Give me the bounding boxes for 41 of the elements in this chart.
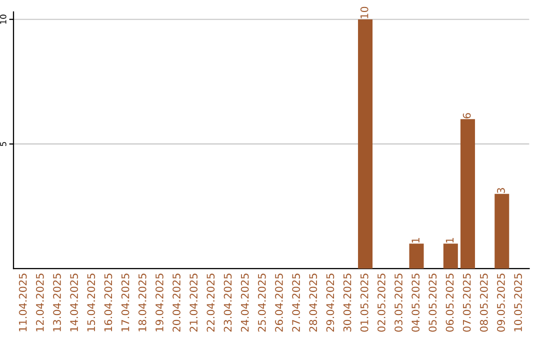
- x-tick-label: 07.05.2025: [462, 274, 471, 332]
- x-tick-label: 24.04.2025: [240, 274, 249, 332]
- x-tick-label: 05.05.2025: [428, 274, 437, 332]
- x-tick-label: 04.05.2025: [412, 274, 420, 332]
- x-tick-label: 25.04.2025: [258, 274, 266, 332]
- x-tick-label: 08.05.2025: [480, 274, 488, 332]
- x-tick-label: 10.05.2025: [514, 274, 522, 332]
- data-label: 1: [412, 238, 420, 243]
- x-tick-label: 27.04.2025: [292, 274, 300, 332]
- bar: [443, 244, 458, 269]
- x-tick-label: 26.04.2025: [275, 274, 283, 332]
- x-tick-label: 19.04.2025: [156, 274, 164, 332]
- x-tick-label: 02.05.2025: [377, 274, 386, 332]
- x-tick-label: 17.04.2025: [121, 274, 130, 332]
- bar: [409, 244, 424, 269]
- x-tick-label: 18.04.2025: [138, 274, 146, 332]
- x-tick-label: 01.05.2025: [360, 274, 368, 332]
- data-label: 1: [446, 238, 454, 243]
- data-label: 6: [462, 113, 471, 118]
- bar: [460, 119, 475, 269]
- x-tick-label: 23.04.2025: [224, 274, 232, 332]
- x-tick-label: 30.04.2025: [343, 274, 352, 332]
- bar: [358, 19, 373, 269]
- x-tick-label: 16.04.2025: [104, 274, 112, 332]
- x-tick-label: 28.04.2025: [309, 274, 318, 332]
- x-tick-label: 14.04.2025: [70, 274, 78, 332]
- bar: [494, 194, 510, 269]
- data-label: 10: [360, 6, 368, 18]
- x-tick-label: 15.04.2025: [87, 274, 96, 332]
- x-tick-label: 22.04.2025: [206, 274, 215, 332]
- x-tick-label: 06.05.2025: [446, 274, 454, 332]
- x-tick-label: 11.04.2025: [18, 274, 27, 332]
- x-tick-label: 09.05.2025: [497, 274, 505, 332]
- x-tick-label: 20.04.2025: [172, 274, 180, 332]
- x-tick-label: 03.05.2025: [394, 274, 402, 332]
- x-tick-label: 13.04.2025: [53, 274, 61, 332]
- x-tick-label: 21.04.2025: [190, 274, 198, 332]
- x-tick-label: 29.04.2025: [326, 274, 334, 332]
- y-tick-label: 5: [0, 142, 6, 146]
- x-tick-label: 12.04.2025: [36, 274, 44, 332]
- data-label: 3: [497, 188, 505, 194]
